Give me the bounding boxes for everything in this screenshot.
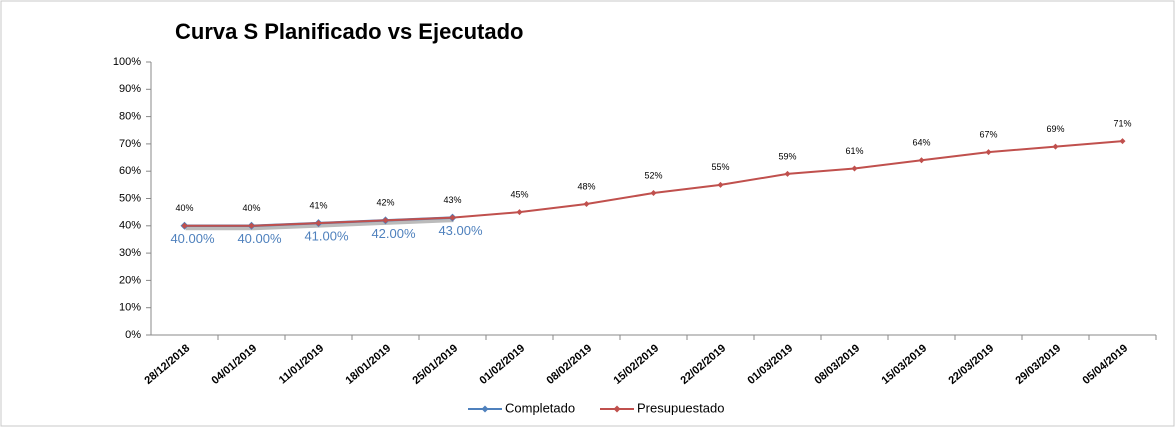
y-tick-label: 10% (119, 302, 141, 314)
y-tick-label: 80% (119, 111, 141, 123)
data-label: 48% (577, 181, 595, 191)
legend-label: Presupuestado (637, 400, 724, 415)
chart-title: Curva S Planificado vs Ejecutado (175, 19, 523, 44)
point (449, 214, 456, 221)
point (248, 222, 255, 229)
y-tick-label: 90% (119, 83, 141, 95)
data-label: 55% (711, 162, 729, 172)
legend-marker (613, 405, 621, 413)
data-label: 71% (1113, 119, 1131, 129)
data-label: 41.00% (304, 229, 349, 244)
point (918, 157, 925, 164)
data-label: 67% (979, 129, 997, 139)
data-label: 40% (242, 203, 260, 213)
point (1052, 143, 1059, 150)
point (583, 200, 590, 207)
data-label: 43.00% (438, 223, 483, 238)
point (315, 220, 322, 227)
y-tick-label: 60% (119, 165, 141, 177)
point (851, 165, 858, 172)
legend-marker (481, 405, 489, 413)
y-tick-label: 0% (125, 329, 141, 341)
data-label: 64% (912, 138, 930, 148)
point (382, 217, 389, 224)
data-label: 43% (443, 195, 461, 205)
point (784, 170, 791, 177)
point (985, 149, 992, 156)
point (181, 222, 188, 229)
data-label: 52% (644, 170, 662, 180)
y-tick-label: 20% (119, 274, 141, 286)
point (650, 190, 657, 197)
data-label: 40.00% (170, 231, 215, 246)
y-tick-label: 50% (119, 192, 141, 204)
data-label: 42% (376, 198, 394, 208)
data-label: 42.00% (371, 226, 416, 241)
y-tick-label: 100% (113, 56, 141, 68)
point (717, 181, 724, 188)
data-label: 41% (309, 200, 327, 210)
y-tick-label: 30% (119, 247, 141, 259)
point (516, 209, 523, 216)
data-label: 59% (778, 151, 796, 161)
y-tick-label: 40% (119, 220, 141, 232)
data-label: 40.00% (237, 231, 282, 246)
y-tick-label: 70% (119, 138, 141, 150)
data-label: 61% (845, 146, 863, 156)
legend-label: Completado (505, 400, 575, 415)
point (1119, 138, 1126, 145)
data-label: 40% (175, 203, 193, 213)
data-label: 69% (1046, 124, 1064, 134)
data-label: 45% (510, 190, 528, 200)
